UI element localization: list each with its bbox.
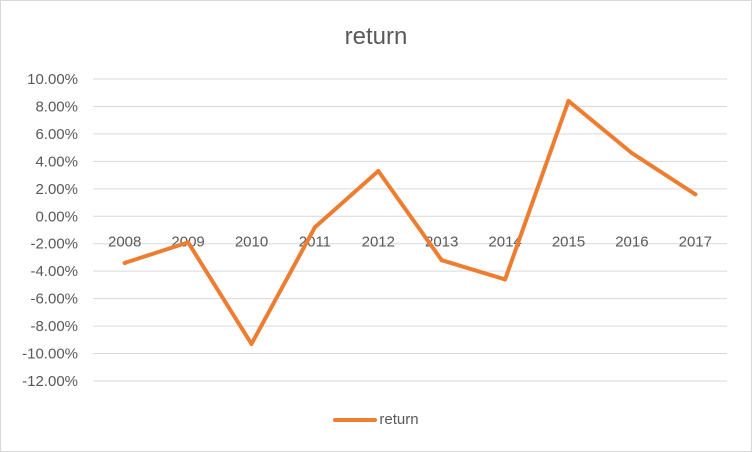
y-tick-label: -4.00% — [30, 263, 78, 280]
y-axis-ticks: 10.00% 8.00% 6.00% 4.00% 2.00% 0.00% -2.00% -4.… — [22, 71, 78, 390]
legend-label: return — [379, 411, 419, 428]
series-layer — [122, 98, 698, 346]
y-tick-label: 8.00% — [35, 98, 78, 115]
data-point — [122, 260, 127, 265]
y-tick-label: -8.00% — [30, 318, 78, 335]
y-tick-label: 6.00% — [35, 126, 78, 143]
y-tick-label: -12.00% — [22, 373, 78, 390]
legend-swatch — [333, 417, 378, 422]
y-tick-label: 10.00% — [27, 71, 78, 88]
data-point — [439, 258, 444, 263]
x-tick-label: 2010 — [235, 233, 268, 250]
x-tick-label: 2016 — [615, 233, 648, 250]
data-point — [376, 168, 381, 173]
y-tick-label: -10.00% — [22, 346, 78, 363]
legend: return — [1, 411, 751, 428]
y-tick-label: -2.00% — [30, 236, 78, 253]
x-tick-label: 2017 — [679, 233, 712, 250]
data-point — [503, 277, 508, 282]
x-tick-label: 2014 — [488, 233, 521, 250]
data-point — [249, 341, 254, 346]
series-line — [122, 98, 698, 346]
y-tick-label: 2.00% — [35, 181, 78, 198]
data-point — [186, 240, 191, 245]
gridlines — [93, 78, 727, 382]
x-tick-label: 2015 — [552, 233, 585, 250]
x-tick-label: 2008 — [108, 233, 141, 250]
chart-title: return — [344, 23, 408, 50]
y-tick-label: 4.00% — [35, 153, 78, 170]
x-axis-ticks: 2008200920102011201220132014201520162017 — [108, 233, 712, 250]
y-tick-label: -6.00% — [30, 291, 78, 308]
data-point — [693, 192, 698, 197]
y-tick-label: 0.00% — [35, 208, 78, 225]
data-point — [566, 98, 571, 103]
data-point — [312, 225, 317, 230]
data-point — [629, 151, 634, 156]
x-tick-label: 2012 — [362, 233, 395, 250]
